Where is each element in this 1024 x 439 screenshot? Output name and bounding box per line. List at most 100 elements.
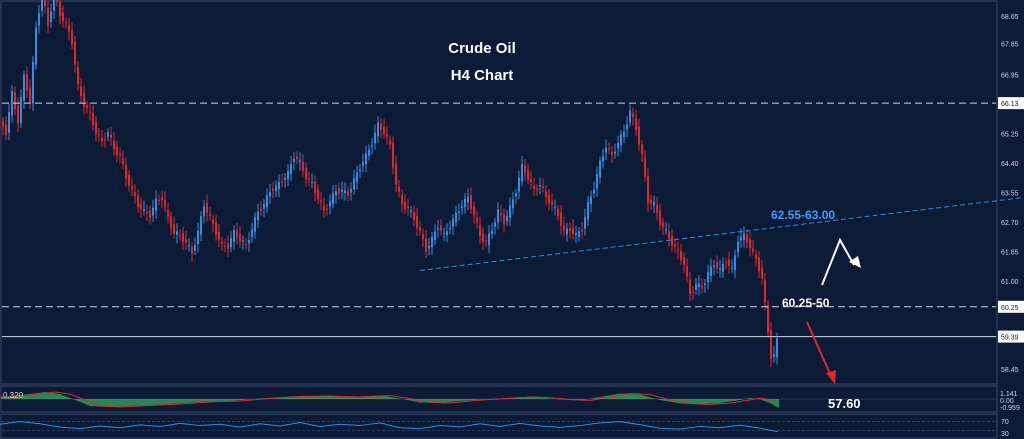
candle-body [662, 222, 664, 227]
candle-body [386, 133, 388, 137]
candle-body [35, 27, 37, 65]
candle-body [200, 216, 202, 235]
candle-body [710, 266, 712, 277]
bullish-arrow-head [849, 256, 861, 268]
candle-body [608, 148, 610, 150]
candle-body [521, 163, 523, 182]
candle-body [470, 195, 472, 210]
candle-body [122, 158, 124, 165]
candle-body [740, 236, 742, 241]
candle-body [257, 211, 259, 221]
price-axis: 68.65 67.85 66.95 66.13 65.25 64.40 63.55 62.70… [998, 14, 1024, 374]
candle-body [254, 217, 256, 232]
candle-body [242, 240, 244, 242]
candle-body [62, 12, 64, 21]
candle-body [479, 225, 481, 237]
rsi-panel-border [0, 413, 998, 439]
candle-body [383, 126, 385, 135]
candle-body [689, 279, 691, 294]
candle-body [137, 195, 139, 208]
candle-body [188, 245, 190, 247]
candle-body [2, 121, 4, 127]
price-tag-box [998, 330, 1024, 343]
candle-body [761, 267, 763, 279]
candle-body [509, 205, 511, 218]
candle-body [557, 208, 559, 216]
candle-body [128, 174, 130, 186]
candle-body [773, 354, 775, 357]
candle-body [635, 118, 637, 130]
price-tick-label: 66.13 [1001, 101, 1019, 108]
candle-body [743, 233, 745, 240]
candle-body [446, 231, 448, 236]
candle-body [437, 228, 439, 230]
candle-body [770, 330, 772, 359]
candle-body [749, 238, 751, 249]
candle-body [308, 178, 310, 180]
candle-body [215, 222, 217, 236]
candle-body [341, 189, 343, 193]
price-panel-border [0, 0, 998, 385]
candle-body [176, 231, 178, 235]
candle-body [332, 193, 334, 204]
candle-body [59, 1, 61, 17]
candle-body [665, 229, 667, 231]
candle-body [347, 190, 349, 197]
candle-body [131, 185, 133, 189]
rsi-lower-label: 30 [1001, 431, 1009, 438]
candle-body [578, 231, 580, 237]
candle-body [203, 206, 205, 217]
price-tag-box [998, 97, 1024, 110]
candle-body [230, 238, 232, 248]
candle-body [263, 203, 265, 209]
candle-body [467, 196, 469, 203]
candle-body [335, 191, 337, 196]
candle-body [140, 203, 142, 210]
candle-body [500, 212, 502, 216]
candle-body [674, 244, 676, 247]
candle-body [401, 194, 403, 205]
candle-body [512, 199, 514, 209]
oscillator-panel-border [0, 385, 998, 413]
candle-body [545, 191, 547, 198]
candle-body [767, 305, 769, 333]
candle-body [536, 188, 538, 190]
candle-body [185, 239, 187, 243]
candle-body [677, 249, 679, 252]
candle-body [170, 216, 172, 228]
bearish-scenario-arrow [806, 321, 832, 377]
candle-body [251, 229, 253, 237]
oscillator-lower-label: -0.959 [1000, 405, 1020, 412]
price-series [2, 0, 778, 368]
candle-body [626, 124, 628, 130]
price-tick-label: 64.40 [1001, 161, 1019, 168]
candle-body [290, 164, 292, 174]
candle-body [14, 92, 16, 110]
candle-body [116, 146, 118, 156]
candle-body [134, 192, 136, 197]
candle-body [194, 245, 196, 251]
candle-body [533, 185, 535, 189]
candle-body [29, 87, 31, 102]
candle-body [620, 134, 622, 146]
candle-body [167, 209, 169, 217]
candle-body [353, 178, 355, 190]
price-tick-label: 58.45 [1001, 367, 1019, 374]
rsi-line [0, 421, 779, 433]
candle-body [359, 169, 361, 171]
candle-body [650, 200, 652, 204]
price-tick-label: 65.25 [1001, 132, 1019, 139]
resistance-trendline [419, 197, 1023, 271]
candle-body [413, 212, 415, 220]
candle-body [284, 178, 286, 180]
candle-body [368, 149, 370, 156]
candle-body [644, 157, 646, 178]
candle-body [407, 206, 409, 208]
candle-body [737, 241, 739, 253]
candle-body [551, 201, 553, 205]
candle-body [74, 41, 76, 65]
candle-body [692, 291, 694, 293]
candle-body [416, 216, 418, 228]
candle-body [728, 259, 730, 266]
candle-body [371, 145, 373, 147]
